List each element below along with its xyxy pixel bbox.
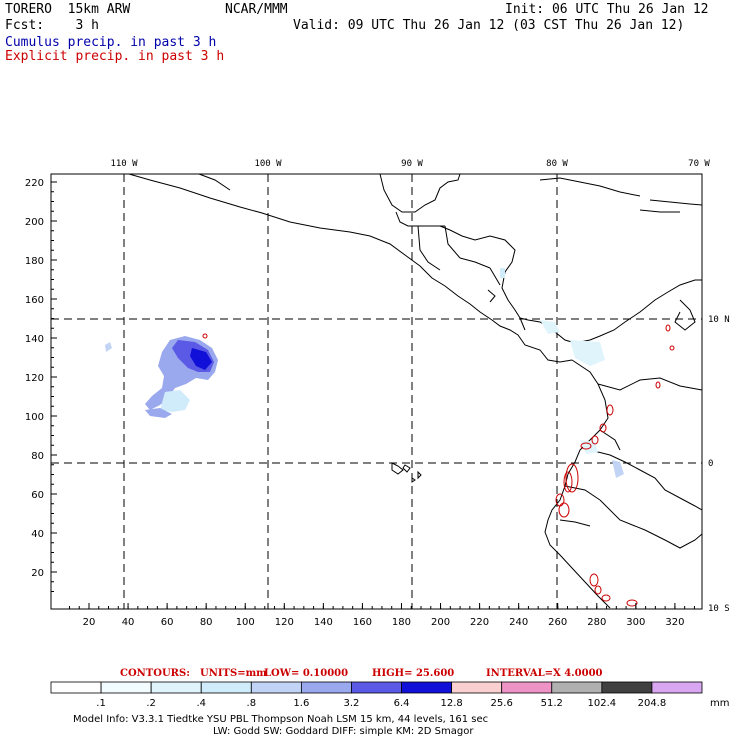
x-tick-label: 140 [314, 617, 333, 628]
legend-label: 204.8 [638, 698, 667, 709]
y-tick-label: 60 [31, 490, 44, 501]
x-tick-label: 160 [353, 617, 372, 628]
contour-info-label: CONTOURS: [120, 668, 190, 679]
legend-swatch [451, 681, 503, 694]
contour-info-low: LOW= 0.10000 [264, 668, 348, 679]
lon-label-80w: 80 W [546, 159, 568, 169]
legend-label: 25.6 [491, 698, 513, 709]
lon-label-110w: 110 W [110, 159, 138, 169]
legend-label: 6.4 [394, 698, 410, 709]
x-tick-label: 200 [431, 617, 450, 628]
x-tick-label: 240 [509, 617, 528, 628]
lat-label-0: 0 [708, 459, 713, 469]
lon-label-90w: 90 W [401, 159, 423, 169]
x-tick-label: 220 [470, 617, 489, 628]
cumulus-precip-shading [105, 268, 624, 478]
org-label: NCAR/MMM [225, 2, 288, 17]
legend-swatch [401, 681, 453, 694]
x-tick-label: 180 [392, 617, 411, 628]
x-tick-label: 100 [236, 617, 255, 628]
legend-swatch [300, 681, 352, 694]
contour-info-high: HIGH= 25.600 [372, 668, 454, 679]
legend-swatch [50, 681, 102, 694]
legend-swatch [551, 681, 603, 694]
legend-swatch [501, 681, 553, 694]
lon-label-70w: 70 W [688, 159, 710, 169]
init-time: Init: 06 UTC Thu 26 Jan 12 [505, 2, 709, 17]
y-tick-label: 140 [25, 334, 44, 345]
x-tick-label: 260 [548, 617, 567, 628]
y-tick-label: 40 [31, 529, 44, 540]
legend-label: .8 [247, 698, 257, 709]
legend-label: 1.6 [293, 698, 309, 709]
legend-swatch [150, 681, 202, 694]
model-info-line2: LW: Godd SW: Goddard DIFF: simple KM: 2D… [213, 726, 474, 737]
legend-label: 3.2 [344, 698, 360, 709]
model-title: TORERO 15km ARW [5, 2, 131, 17]
lat-lon-grid [51, 174, 702, 609]
y-tick-label: 220 [25, 178, 44, 189]
legend-label: 51.2 [541, 698, 563, 709]
valid-time: Valid: 09 UTC Thu 26 Jan 12 (03 CST Thu … [293, 18, 685, 33]
lon-label-100w: 100 W [254, 159, 282, 169]
legend-swatch [100, 681, 152, 694]
x-tick-label: 40 [122, 617, 135, 628]
contour-info-interval: INTERVAL=X 4.0000 [486, 668, 603, 679]
legend-swatch [651, 681, 703, 694]
field-title-explicit: Explicit precip. in past 3 h [5, 49, 225, 64]
x-tick-label: 80 [200, 617, 213, 628]
axis-ticks: 220 200 180 160 140 120 100 80 60 40 20 20 40 60 80 100… [25, 178, 695, 628]
x-tick-label: 300 [626, 617, 645, 628]
coastlines [128, 173, 703, 609]
legend-swatch [200, 681, 252, 694]
legend-label: 102.4 [588, 698, 617, 709]
model-info-line1: Model Info: V3.3.1 Tiedtke YSU PBL Thomp… [73, 714, 488, 725]
legend-label: .1 [96, 698, 106, 709]
legend-swatch [351, 681, 402, 694]
y-tick-label: 80 [31, 451, 44, 462]
contour-info-units: UNITS=mm [200, 668, 267, 679]
x-tick-label: 60 [161, 617, 174, 628]
legend-label: 12.8 [440, 698, 462, 709]
legend-label: .4 [196, 698, 206, 709]
legend-label: .2 [146, 698, 156, 709]
legend-swatch [250, 681, 302, 694]
x-tick-label: 120 [275, 617, 294, 628]
x-tick-label: 280 [587, 617, 606, 628]
y-tick-label: 160 [25, 295, 44, 306]
forecast-hour: Fcst: 3 h [5, 18, 99, 33]
y-tick-label: 200 [25, 217, 44, 228]
map-frame [50, 173, 703, 610]
field-title-cumulus: Cumulus precip. in past 3 h [5, 35, 217, 50]
lat-label-10s: 10 S [708, 604, 730, 614]
y-tick-label: 20 [31, 568, 44, 579]
x-tick-label: 20 [83, 617, 96, 628]
legend-swatch [601, 681, 653, 694]
y-tick-label: 100 [25, 412, 44, 423]
x-tick-label: 320 [665, 617, 684, 628]
y-tick-label: 120 [25, 373, 44, 384]
y-tick-label: 180 [25, 256, 44, 267]
lat-label-10n: 10 N [708, 315, 730, 325]
color-legend: .1 .2 .4 .8 1.6 3.2 6.4 12.8 25.6 51.2 102.4 204.8 [50, 681, 703, 709]
legend-unit: mm [710, 698, 729, 709]
explicit-precip-contours [202, 324, 675, 607]
